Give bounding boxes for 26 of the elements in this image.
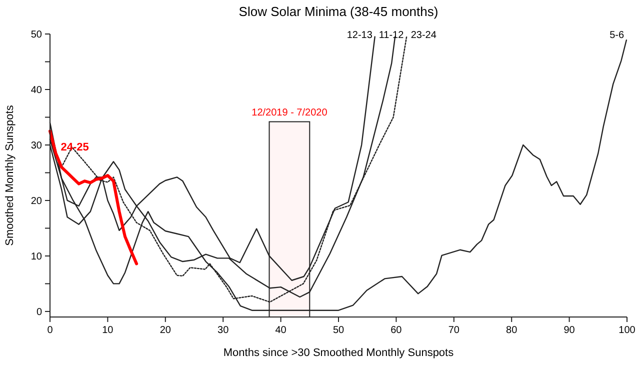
y-tick-label: 30 — [30, 140, 42, 152]
y-tick-label: 10 — [30, 251, 42, 262]
x-tick-label: 20 — [160, 325, 172, 336]
x-tick-label: 60 — [390, 325, 402, 336]
y-tick-label: 50 — [30, 30, 42, 40]
y-tick-label: 0 — [36, 306, 42, 318]
series-label: 12-13 — [346, 30, 373, 41]
y-tick-label: 40 — [30, 84, 42, 96]
series-label: 23-24 — [410, 30, 437, 41]
series-label: 11-12 — [378, 30, 404, 41]
x-tick-label: 30 — [218, 325, 230, 336]
y-axis-title: Smoothed Monthly Sunspots — [4, 104, 16, 246]
x-axis-title: Months since >30 Smoothed Monthly Sunspots — [223, 347, 454, 359]
x-tick-label: 90 — [564, 325, 576, 336]
x-tick-label: 0 — [47, 325, 54, 336]
y-tick-label: 20 — [30, 196, 42, 207]
x-tick-label: 70 — [448, 325, 460, 336]
x-tick-label: 40 — [275, 325, 287, 336]
band-label: 12/2019 - 7/2020 — [252, 108, 328, 119]
x-tick-label: 50 — [332, 325, 344, 336]
x-tick-label: 10 — [102, 325, 114, 336]
x-tick-label: 80 — [506, 325, 518, 336]
x-tick-label: 100 — [618, 325, 636, 336]
series-label: 24-25 — [60, 141, 89, 154]
chart-title: Slow Solar Minima (38-45 months) — [238, 4, 438, 19]
series-label: 5-6 — [610, 30, 625, 41]
